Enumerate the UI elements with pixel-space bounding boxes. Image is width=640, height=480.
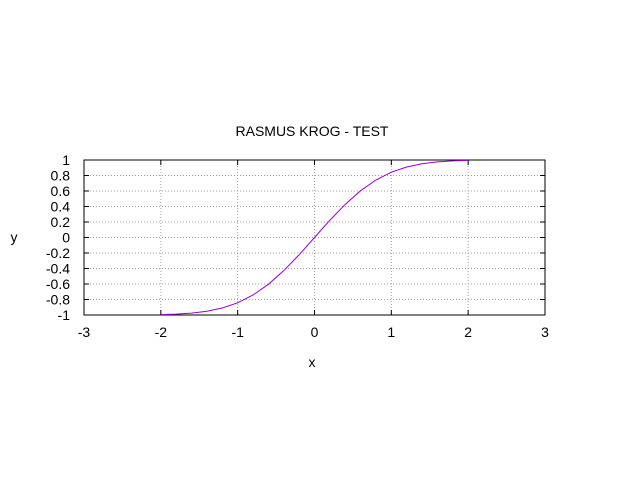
chart-title: RASMUS KROG - TEST xyxy=(236,123,389,139)
x-tick-label: -3 xyxy=(78,324,91,340)
y-tick-label: 1 xyxy=(62,152,70,168)
y-tick-label: -1 xyxy=(58,307,71,323)
y-tick-label: -0.6 xyxy=(46,276,70,292)
axis-ticks xyxy=(83,159,546,316)
y-tick-label: -0.2 xyxy=(46,245,70,261)
x-tick-label: 1 xyxy=(387,324,395,340)
y-tick-label: 0.8 xyxy=(51,168,71,184)
x-tick-label: 3 xyxy=(541,324,549,340)
y-tick-label: -0.4 xyxy=(46,261,70,277)
x-tick-labels: -3 -2 -1 0 1 2 3 xyxy=(78,324,549,340)
y-tick-label: 0.4 xyxy=(51,199,71,215)
x-tick-label: -1 xyxy=(231,324,244,340)
y-tick-label: -0.8 xyxy=(46,292,70,308)
y-axis-label: y xyxy=(11,229,18,245)
series-layer xyxy=(160,159,469,316)
x-axis-label: x xyxy=(309,354,316,370)
x-tick-label: 2 xyxy=(464,324,472,340)
y-tick-label: 0.2 xyxy=(51,214,71,230)
y-tick-labels: -1-0.8-0.6-0.4-0.200.20.40.60.81 xyxy=(46,152,70,323)
y-tick-label: 0.6 xyxy=(51,183,71,199)
x-tick-label: -2 xyxy=(155,324,168,340)
grid-lines xyxy=(84,160,545,315)
y-tick-label: 0 xyxy=(62,230,70,246)
x-tick-label: 0 xyxy=(311,324,319,340)
series-line xyxy=(160,159,469,316)
